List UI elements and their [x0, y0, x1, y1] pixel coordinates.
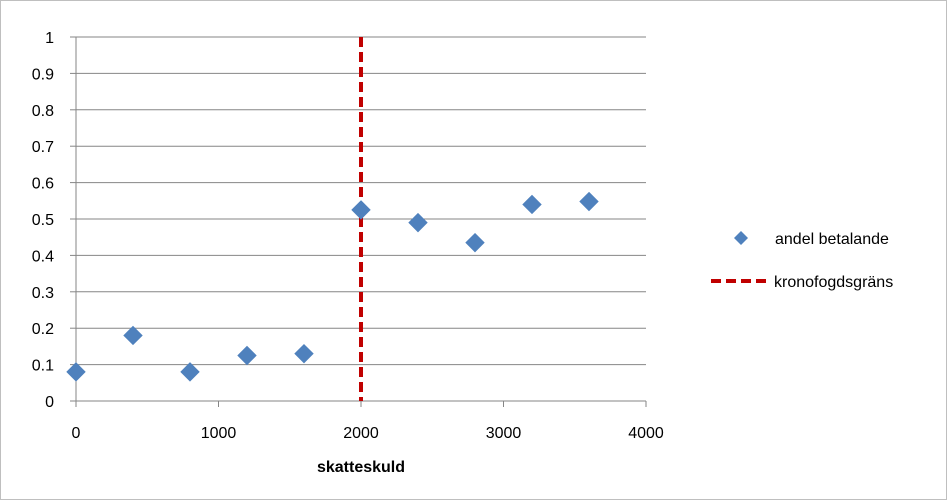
data-point — [351, 200, 371, 220]
y-tick-label: 0.7 — [32, 139, 54, 156]
y-tick-label: 0.8 — [32, 103, 54, 120]
y-tick-label: 0.5 — [32, 212, 54, 229]
y-tick-label: 0.1 — [32, 358, 54, 375]
legend-item-kronofogdsgrans: kronofogdsgräns — [711, 274, 893, 291]
data-point — [522, 194, 542, 215]
x-tick-label: 4000 — [628, 425, 664, 442]
data-point — [237, 345, 257, 366]
x-axis-title: skatteskuld — [317, 459, 405, 476]
y-tick-label: 0.4 — [32, 248, 54, 265]
x-tick-label: 3000 — [486, 425, 522, 442]
data-point — [408, 212, 428, 233]
legend-item-andel-betalande: andel betalande — [734, 231, 889, 248]
data-point — [180, 362, 200, 382]
legend-label-kronofogdsgrans: kronofogdsgräns — [774, 274, 893, 291]
y-tick-label: 0.3 — [32, 285, 54, 302]
y-tick-label: 0 — [45, 394, 54, 411]
x-tick-label: 1000 — [201, 425, 237, 442]
y-tick-label: 0.9 — [32, 66, 54, 83]
y-tick-labels: 0 0.1 0.2 0.3 0.4 0.5 0.6 0.7 0.8 0.9 1 — [32, 30, 54, 411]
y-tick-label: 0.2 — [32, 321, 54, 338]
x-tick-labels: 0 1000 2000 3000 4000 — [72, 425, 664, 442]
data-point — [123, 325, 143, 346]
legend-diamond-marker — [734, 231, 748, 245]
legend-label-andel-betalande: andel betalande — [775, 231, 889, 248]
data-point — [294, 343, 314, 364]
data-point — [66, 362, 86, 382]
legend: andel betalande kronofogdsgräns — [711, 231, 893, 291]
x-tick-label: 2000 — [343, 425, 379, 442]
y-tick-label: 1 — [45, 30, 54, 47]
y-tick-label: 0.6 — [32, 176, 54, 193]
plot-series — [66, 37, 599, 401]
axes — [70, 36, 647, 407]
data-point — [579, 191, 599, 212]
x-tick-label: 0 — [72, 425, 81, 442]
data-point — [465, 232, 485, 253]
